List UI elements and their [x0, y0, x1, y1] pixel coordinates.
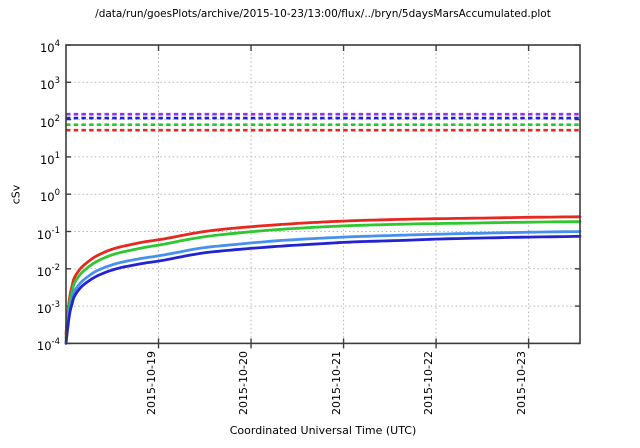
y-tick-label: 103 — [39, 76, 60, 93]
axis-ticks — [66, 44, 580, 349]
gridlines — [66, 44, 580, 344]
y-tick-label: 101 — [39, 150, 60, 167]
y-tick-label: 10-2 — [36, 262, 60, 279]
y-tick-label: 104 — [39, 39, 60, 55]
x-axis-label: Coordinated Universal Time (UTC) — [229, 424, 417, 437]
y-tick-label: 102 — [39, 113, 60, 130]
x-tick-label: 2015-10-23 — [514, 351, 528, 415]
y-axis-label: cSv — [9, 184, 23, 205]
x-tick-label: 2015-10-22 — [422, 351, 436, 415]
data-series — [64, 215, 582, 345]
limit-lines — [66, 112, 580, 132]
plot-title: /data/run/goesPlots/archive/2015-10-23/1… — [95, 8, 551, 20]
accumulated-green-curve — [64, 220, 582, 340]
y-tick-label: 10-4 — [36, 337, 60, 354]
x-tick-label: 2015-10-21 — [329, 351, 343, 415]
y-tick-label: 10-1 — [36, 225, 60, 242]
x-tick-label: 2015-10-20 — [237, 351, 251, 415]
x-tick-label: 2015-10-19 — [144, 351, 158, 415]
accumulated-dark-blue-curve — [64, 234, 582, 345]
y-tick-label: 100 — [39, 188, 60, 205]
plot-border — [65, 44, 581, 345]
y-tick-label: 10-3 — [36, 300, 60, 316]
accumulated-red-curve — [64, 215, 582, 336]
